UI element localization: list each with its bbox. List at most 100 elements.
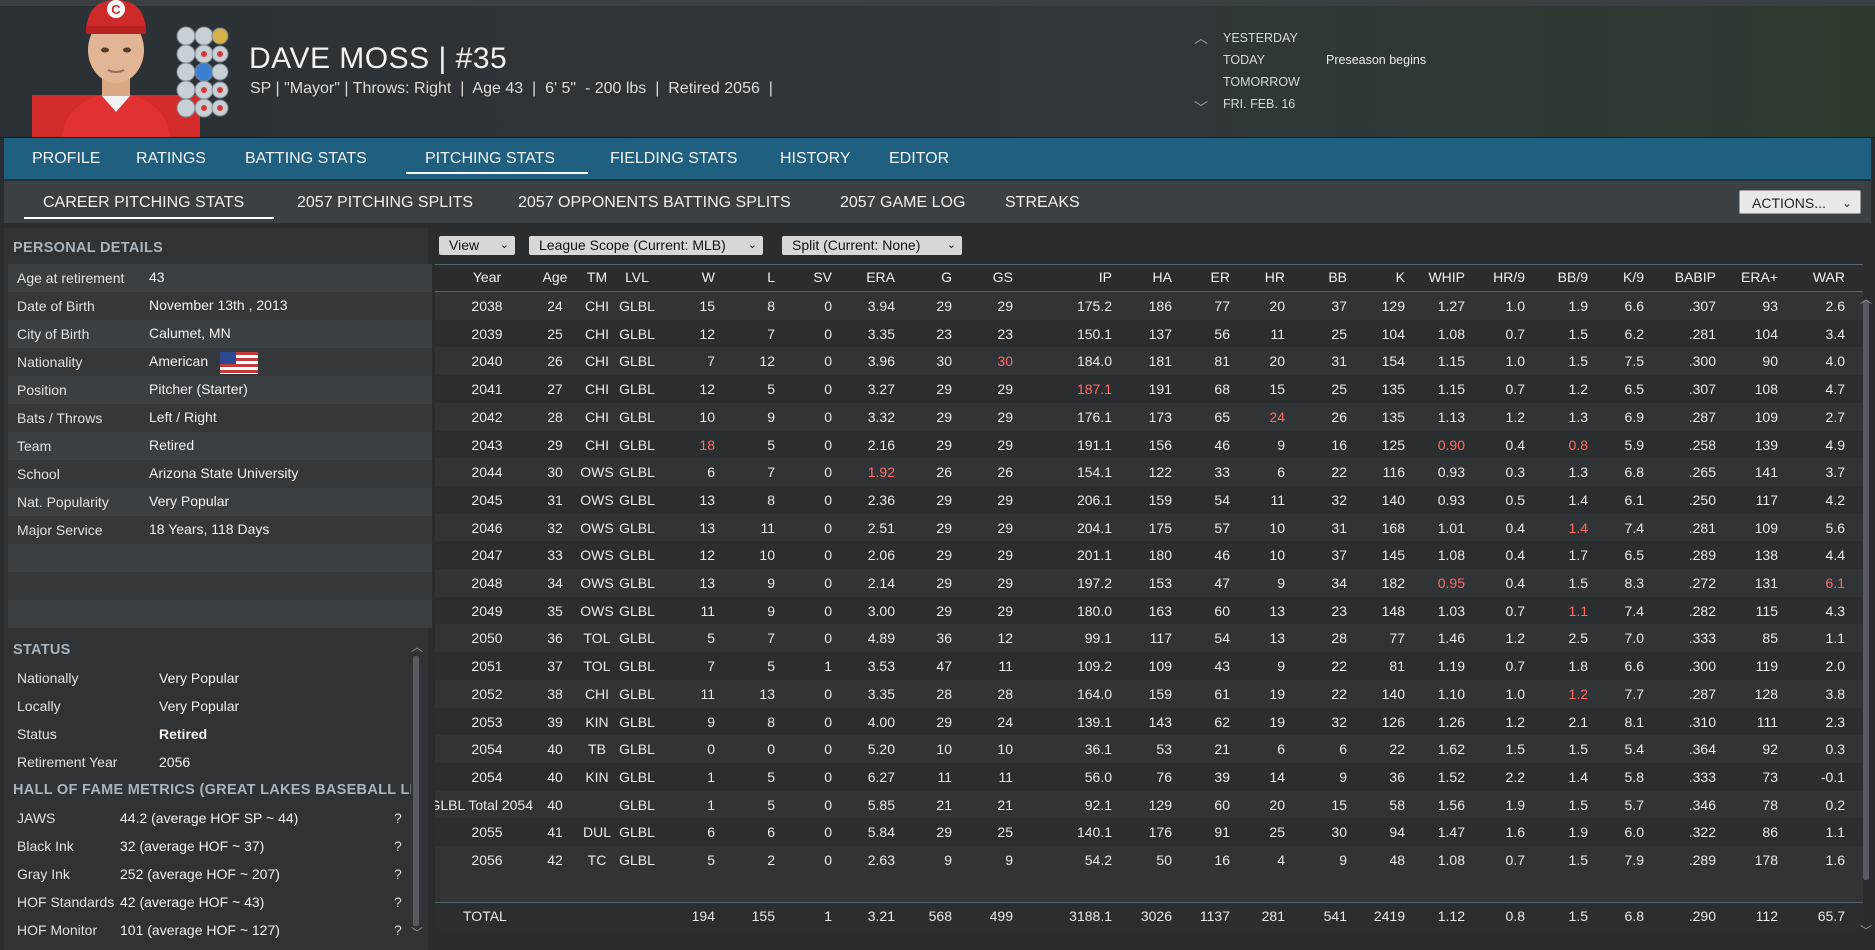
col-gs-cell: 11	[998, 658, 1013, 674]
col-era-plus-cell: 90	[1762, 353, 1778, 369]
col-bb-header[interactable]: BB	[1328, 269, 1347, 285]
col-bb-cell: 26	[1331, 409, 1347, 425]
col-age-cell: 38	[547, 686, 563, 702]
table-row[interactable]: 2043 29 CHI GLBL 18 5 0 2.16 29 29 191.1 156 46 9 16 12…	[435, 431, 1863, 459]
table-row[interactable]: 2040 26 CHI GLBL 7 12 0 3.96 30 30 184.0 181 81 20 31 1…	[435, 347, 1863, 375]
table-row[interactable]: 2054 40 KIN GLBL 1 5 0 6.27 11 11 56.0 76 39 14 9 36 1.5…	[435, 763, 1863, 791]
date-next[interactable]: FRI. FEB. 16	[1223, 97, 1296, 111]
col-gs-cell: 29	[997, 298, 1013, 314]
col-whip-cell: 1.15	[1437, 353, 1465, 369]
col-g-header[interactable]: G	[941, 269, 952, 285]
col-bb9-header[interactable]: BB/9	[1557, 269, 1588, 285]
subtab-2057-game-log[interactable]: 2057 GAME LOG	[840, 194, 966, 211]
status-scrollbar[interactable]	[413, 656, 419, 926]
col-l-header[interactable]: L	[767, 269, 775, 285]
help-icon[interactable]: ?	[394, 894, 402, 910]
col-gs-header[interactable]: GS	[992, 269, 1013, 285]
date-yesterday[interactable]: YESTERDAY	[1223, 31, 1298, 45]
tab-fielding-stats[interactable]: FIELDING STATS	[610, 150, 738, 167]
table-row[interactable]: 2041 27 CHI GLBL 12 5 0 3.27 29 29 187.1 191 68 15 25 1…	[435, 375, 1863, 403]
col-g-cell: 21	[936, 797, 952, 813]
col-er-header[interactable]: ER	[1210, 269, 1230, 285]
col-hr-total: 281	[1261, 908, 1285, 924]
table-row[interactable]: 2038 24 CHI GLBL 15 8 0 3.94 29 29 175.2 186 77 20 37 1…	[435, 292, 1863, 320]
col-k9-cell: 6.6	[1624, 298, 1644, 314]
col-ha-header[interactable]: HA	[1152, 269, 1172, 285]
table-row[interactable]: 2046 32 OWS GLBL 13 11 0 2.51 29 29 204.1 175 57 10 31…	[435, 514, 1863, 542]
col-team-header[interactable]: TM	[586, 269, 608, 285]
col-l-total: 155	[751, 908, 775, 924]
table-row[interactable]: GLBL Total 2054 40 GLBL 1 5 0 5.85 21 21 92.1 129 6…	[435, 791, 1863, 819]
help-icon[interactable]: ?	[394, 922, 402, 938]
col-sv-cell: 0	[824, 353, 832, 369]
table-row[interactable]: 2056 42 TC GLBL 5 2 0 2.63 9 9 54.2 50 16 4 9 48 1.08 0.7…	[435, 846, 1863, 874]
col-er-cell: 65	[1214, 409, 1230, 425]
chevron-down-icon[interactable]: ﹀	[411, 926, 424, 940]
subtab-2057-opponents-batting-splits[interactable]: 2057 OPPONENTS BATTING SPLITS	[518, 194, 791, 211]
col-g-cell: 30	[936, 353, 952, 369]
tab-ratings[interactable]: RATINGS	[136, 150, 206, 167]
col-war-header[interactable]: WAR	[1812, 269, 1845, 285]
tab-editor[interactable]: EDITOR	[889, 150, 950, 167]
col-whip-header[interactable]: WHIP	[1428, 269, 1465, 285]
col-k9-header[interactable]: K/9	[1622, 269, 1644, 285]
chevron-up-icon[interactable]: ︿	[1860, 292, 1873, 306]
tab-pitching-stats[interactable]: PITCHING STATS	[425, 150, 556, 167]
table-row[interactable]: 2051 37 TOL GLBL 7 5 1 3.53 47 11 109.2 109 43 9 22 81 1…	[435, 652, 1863, 680]
chevron-down-icon: ⌄	[1841, 196, 1852, 210]
table-row[interactable]: 2044 30 OWS GLBL 6 7 0 1.92 26 26 154.1 122 33 6 22 116…	[435, 458, 1863, 486]
hof-value: 101 (average HOF ~ 127)	[120, 922, 280, 938]
status-label: Retirement Year	[17, 754, 118, 770]
col-era-plus-header[interactable]: ERA+	[1741, 269, 1778, 285]
table-row[interactable]: 2049 35 OWS GLBL 11 9 0 3.00 29 29 180.0 163 60 13 23 1…	[435, 597, 1863, 625]
tab-profile[interactable]: PROFILE	[32, 150, 101, 167]
col-g-cell: 23	[936, 326, 952, 342]
league-scope-dropdown[interactable]: League Scope (Current: MLB) ⌄	[529, 236, 763, 255]
col-bb9-total: 1.5	[1568, 908, 1588, 924]
table-row[interactable]: 2052 38 CHI GLBL 11 13 0 3.35 28 28 164.0 159 61 19 22…	[435, 680, 1863, 708]
table-row[interactable]: 2048 34 OWS GLBL 13 9 0 2.14 29 29 197.2 153 47 9 34 18…	[435, 569, 1863, 597]
col-age-header[interactable]: Age	[542, 269, 568, 285]
help-icon[interactable]: ?	[394, 866, 402, 882]
tab-batting-stats[interactable]: BATTING STATS	[245, 150, 367, 167]
col-babip-header[interactable]: BABIP	[1674, 269, 1716, 285]
col-w-header[interactable]: W	[701, 269, 715, 285]
table-row[interactable]: 2042 28 CHI GLBL 10 9 0 3.32 29 29 176.1 173 65 24 26 1…	[435, 403, 1863, 431]
view-dropdown[interactable]: View ⌄	[439, 236, 515, 255]
table-row[interactable]: 2047 33 OWS GLBL 12 10 0 2.06 29 29 201.1 180 46 10 37…	[435, 541, 1863, 569]
table-row[interactable]: 2055 41 DUL GLBL 6 6 0 5.84 29 25 140.1 176 91 25 30 94…	[435, 818, 1863, 846]
table-row[interactable]: 2050 36 TOL GLBL 5 7 0 4.89 36 12 99.1 117 54 13 28 77 1…	[435, 624, 1863, 652]
col-l-cell: 12	[759, 353, 775, 369]
subtab-career-pitching-stats[interactable]: CAREER PITCHING STATS	[43, 194, 245, 211]
col-year-header[interactable]: Year	[472, 269, 502, 285]
table-scrollbar[interactable]	[1863, 300, 1869, 880]
help-icon[interactable]: ?	[394, 810, 402, 826]
date-today[interactable]: TODAY	[1223, 53, 1265, 67]
subtab-2057-pitching-splits[interactable]: 2057 PITCHING SPLITS	[297, 194, 474, 211]
table-row[interactable]: 2045 31 OWS GLBL 13 8 0 2.36 29 29 206.1 159 54 11 32 1…	[435, 486, 1863, 514]
col-sv-header[interactable]: SV	[813, 269, 832, 285]
col-k-header[interactable]: K	[1395, 269, 1405, 285]
help-icon[interactable]: ?	[394, 838, 402, 854]
chevron-down-icon[interactable]: ﹀	[1194, 100, 1208, 116]
col-hr-header[interactable]: HR	[1264, 269, 1285, 285]
actions-button[interactable]: ACTIONS... ⌄	[1739, 190, 1861, 214]
chevron-up-icon[interactable]: ︿	[1194, 30, 1208, 46]
col-ip-header[interactable]: IP	[1098, 269, 1112, 285]
col-hr9-header[interactable]: HR/9	[1493, 269, 1525, 285]
date-tomorrow[interactable]: TOMORROW	[1223, 75, 1300, 89]
chevron-up-icon[interactable]: ︿	[411, 640, 424, 654]
table-row[interactable]: 2053 39 KIN GLBL 9 8 0 4.00 29 24 139.1 143 62 19 32 12…	[435, 708, 1863, 736]
table-row[interactable]: 2039 25 CHI GLBL 12 7 0 3.35 23 23 150.1 137 56 11 25 1…	[435, 320, 1863, 348]
col-era-cell: 6.27	[867, 769, 895, 785]
col-l-cell: 0	[767, 741, 775, 757]
col-age-cell: 30	[547, 464, 563, 480]
col-g-cell: 47	[936, 658, 952, 674]
col-era-header[interactable]: ERA	[866, 269, 895, 285]
col-level-header[interactable]: LVL	[625, 269, 649, 285]
chevron-down-icon[interactable]: ﹀	[1860, 924, 1873, 938]
split-dropdown[interactable]: Split (Current: None) ⌄	[782, 236, 962, 255]
subtab-streaks[interactable]: STREAKS	[1005, 194, 1080, 211]
table-row[interactable]: 2054 40 TB GLBL 0 0 0 5.20 10 10 36.1 53 21 6 6 22 1.62 1…	[435, 735, 1863, 763]
tab-history[interactable]: HISTORY	[780, 150, 851, 167]
